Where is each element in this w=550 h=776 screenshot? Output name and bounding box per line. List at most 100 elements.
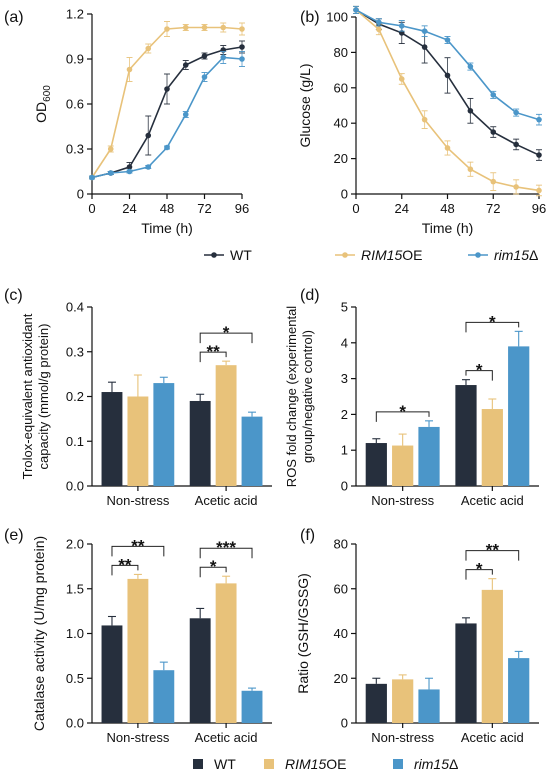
data-point-oe [239, 26, 245, 32]
significance-stars: ** [207, 342, 221, 361]
legend-swatch [264, 759, 274, 769]
y-tick-label: 0 [77, 187, 84, 202]
y-tick-label: 80 [334, 537, 348, 552]
significance-stars: *** [216, 538, 236, 557]
y-tick-label: 0.5 [66, 671, 84, 686]
data-point-wt [126, 164, 133, 170]
bar-wt [189, 400, 211, 486]
y-tick-label: 4 [341, 335, 348, 350]
y-tick-label: 20 [334, 151, 348, 166]
data-point-oe [536, 187, 542, 194]
panel-label: (f) [300, 527, 315, 544]
chart-c: 0.0 0.1 0.2 0.3 0.4 Non-stress Acetic acid Trol… [20, 300, 272, 508]
bar-wt [365, 443, 387, 486]
legend-label-main: RIM15 [285, 756, 326, 772]
data-point-oe [467, 166, 474, 173]
bar-wt [365, 683, 387, 723]
legend-marker [342, 252, 348, 258]
data-point-rim [201, 74, 208, 80]
data-point-oe [398, 76, 405, 82]
data-point-rim [145, 164, 152, 170]
x-tick-label: 96 [235, 201, 249, 216]
bar-wt [189, 618, 211, 723]
significance-bracket [199, 547, 253, 559]
significance-stars: * [210, 557, 217, 576]
chart-b: 0 20 40 60 80 100 0 24 48 72 96 Time (h) Glucose (g/… [297, 5, 546, 236]
significance-bracket [111, 545, 165, 557]
legend-label-suffix: Δ [529, 247, 538, 263]
y-axis-label: OD600 [33, 85, 53, 123]
series-line-wt [91, 46, 243, 179]
chart-d: 0 1 2 3 4 5 Non-stress Acetic acid ROS fold chan… [284, 300, 539, 508]
significance-bracket [199, 332, 253, 344]
data-point-wt [182, 62, 189, 68]
significance-bracket [199, 566, 227, 578]
legend-marker [211, 252, 217, 258]
data-point-wt [513, 141, 519, 148]
data-point-wt [164, 86, 170, 92]
y-tick-label: 1.5 [66, 581, 84, 596]
significance-stars: * [399, 402, 406, 421]
data-point-oe [513, 184, 519, 190]
y-axis-label: ROS fold change (experimental [284, 306, 299, 487]
data-point-rim [107, 170, 114, 176]
x-tick-label: 0 [352, 201, 359, 216]
category-label: Non-stress [371, 493, 434, 508]
significance-bracket [465, 321, 520, 333]
data-point-wt [201, 53, 208, 59]
data-point-rim [239, 56, 245, 62]
x-tick-label: 72 [486, 201, 500, 216]
bar-rim [418, 689, 440, 723]
bar-rim [508, 658, 530, 723]
legend-label: rim15Δ [414, 756, 458, 772]
data-point-oe [201, 24, 208, 31]
y-tick-label: 1 [341, 443, 348, 458]
data-point-rim [490, 92, 497, 98]
y-tick-label: 0.2 [66, 389, 84, 404]
chart-e: 0.0 0.5 1.0 1.5 2.0 Non-stress Acetic acid Cata… [31, 536, 272, 745]
y-tick-label: 2 [341, 407, 348, 422]
panel-label: (c) [4, 287, 23, 304]
y-tick-label: 1.2 [66, 7, 84, 22]
legend-label-main: WT [214, 756, 236, 772]
bar-rim [153, 670, 175, 723]
bar-oe [392, 679, 414, 723]
bar-wt [101, 392, 123, 486]
legend-label-main: RIM15 [361, 247, 402, 263]
data-point-rim [182, 111, 189, 118]
data-point-rim [421, 28, 428, 34]
y-axis-label: Catalase activity (U/mg protein) [31, 536, 47, 731]
y-axis-label: Trolox-equivalent antioxidant [20, 313, 35, 479]
data-point-wt [467, 108, 474, 114]
bar-wt [101, 625, 123, 723]
panel-label: (d) [300, 287, 320, 304]
data-point-oe [182, 24, 189, 31]
legend-top: WT RIM15OE rim15Δ [204, 247, 538, 263]
category-label: Non-stress [106, 493, 169, 508]
x-tick-label: 0 [88, 201, 95, 216]
bar-rim [153, 383, 175, 486]
significance-stars: * [476, 361, 483, 380]
bar-rim [418, 426, 440, 486]
y-tick-label: 0.3 [66, 344, 84, 359]
bar-oe [215, 365, 237, 486]
y-tick-label: 0.6 [66, 97, 84, 112]
category-label: Acetic acid [461, 493, 524, 508]
bar-rim [241, 690, 263, 723]
y-axis-label: Ratio (GSH/GSSG) [295, 573, 311, 694]
y-tick-label: 60 [334, 80, 348, 95]
data-point-rim [353, 7, 359, 13]
data-point-oe [220, 24, 227, 31]
x-axis-label: Time (h) [422, 220, 474, 236]
data-point-wt [490, 129, 497, 135]
data-point-oe [145, 45, 152, 52]
bar-oe [215, 583, 237, 723]
data-point-rim [126, 168, 133, 175]
data-point-rim [376, 19, 382, 26]
significance-bracket [111, 564, 139, 576]
x-tick-label: 72 [197, 201, 211, 216]
data-point-rim [398, 23, 405, 29]
bar-wt [455, 385, 477, 486]
panel-label: (a) [4, 9, 24, 26]
